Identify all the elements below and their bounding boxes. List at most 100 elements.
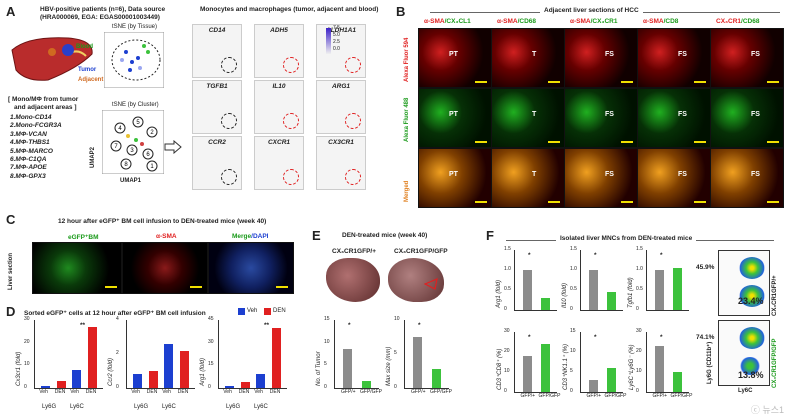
chart-bar bbox=[588, 380, 598, 392]
panel-e-right-label: CX₃CR1GFP/GFP bbox=[394, 248, 448, 255]
scale-bar bbox=[475, 141, 487, 143]
cluster-list-title-1: [ Mono/MΦ from tumor bbox=[8, 96, 79, 103]
arrow-icon bbox=[164, 140, 182, 154]
chart-xtick: GFP/+ bbox=[520, 393, 536, 399]
panel-c-title: 12 hour after eGFP⁺ BM cell infusion to … bbox=[58, 218, 267, 225]
significance-marker: * bbox=[348, 322, 351, 329]
chart-ytick: 0 bbox=[636, 306, 639, 312]
bar-chart: No. of Tumor 0 5 10 15 GFP/+ GFP/GFP bbox=[316, 316, 382, 400]
chart-bar bbox=[148, 371, 158, 388]
tsne-tissue-plot bbox=[104, 32, 164, 88]
chart-xtick: Veh bbox=[162, 389, 171, 395]
chart-bar bbox=[256, 374, 266, 388]
chart-xtick: GFP/GFP bbox=[670, 393, 693, 399]
significance-marker: * bbox=[418, 322, 421, 329]
panel-c-col-sma: α-SMA bbox=[156, 233, 177, 240]
bar-chart: Arg1 (fold) 0 15 30 45 Veh DEN Veh DEN bbox=[200, 316, 288, 400]
chart-bar bbox=[271, 327, 281, 388]
flow-cluster bbox=[739, 257, 765, 279]
scale-bar bbox=[621, 201, 633, 203]
chart-ytick: 4 bbox=[116, 316, 119, 322]
scale-bar bbox=[105, 286, 117, 288]
flow-plot-gfp-het bbox=[718, 250, 770, 316]
cluster-item: 2.Mono-FCGR3A bbox=[10, 122, 62, 130]
chart-ylabel: CD3⁺NK1.1⁺ (%) bbox=[563, 343, 569, 390]
chart-ylabel: Arg1 (fold) bbox=[200, 357, 206, 386]
marker-b: /CD68 bbox=[517, 18, 537, 25]
scale-bar bbox=[548, 201, 560, 203]
chart-xtick: Veh bbox=[39, 389, 48, 395]
region-tag: T bbox=[532, 51, 537, 58]
chart-ytick: 1.0 bbox=[570, 266, 577, 272]
region-tag: FS bbox=[605, 111, 614, 118]
scale-tick: 2.5 bbox=[333, 39, 340, 45]
chart-bar bbox=[72, 369, 82, 388]
chart-xgroup: Ly6C bbox=[70, 404, 84, 410]
chart-ytick: 30 bbox=[208, 338, 214, 345]
chart-xtick: DEN bbox=[85, 389, 97, 395]
flow-cluster bbox=[739, 357, 761, 375]
highlight-circle bbox=[283, 113, 299, 129]
chart-ytick: 10 bbox=[504, 368, 510, 374]
region-tag: FS bbox=[751, 111, 760, 118]
significance-marker: ** bbox=[264, 322, 270, 329]
micrograph: PT bbox=[418, 28, 492, 88]
chart-axis bbox=[580, 332, 623, 393]
flow-cluster bbox=[739, 285, 765, 307]
chart-xgroup: Ly6C bbox=[254, 404, 268, 410]
chart-ylabel: Ccr2 (fold) bbox=[108, 357, 114, 386]
cluster-item: 8.MΦ-GPX3 bbox=[10, 172, 46, 180]
chart-bar bbox=[540, 344, 550, 392]
significance-marker: * bbox=[660, 334, 663, 341]
chart-ytick: 5 bbox=[570, 368, 573, 374]
bar-chart: Arg1 (fold) 0 0.5 1.0 1.5 bbox=[496, 246, 558, 322]
chart-ylabel: No. of Tumor bbox=[316, 351, 322, 386]
chart-ytick: 5 bbox=[324, 361, 327, 368]
micrograph-egfp bbox=[32, 242, 122, 294]
chart-ytick: 20 bbox=[24, 338, 30, 345]
micrograph: T bbox=[491, 148, 565, 208]
chart-bar bbox=[41, 385, 51, 388]
chart-ytick: 15 bbox=[570, 328, 576, 334]
marker-b: /CD68 bbox=[741, 18, 760, 25]
cluster-item: 5.MΦ-MARCO bbox=[10, 147, 53, 155]
feature-plot: CX3CR1 bbox=[316, 136, 366, 190]
chart-bar bbox=[540, 298, 550, 310]
panel-b-row-label: Merged bbox=[404, 180, 410, 202]
panel-a-title-1: HBV-positive patients (n=6), Data source bbox=[40, 6, 166, 13]
chart-xtick: DEN bbox=[238, 389, 250, 395]
chart-ytick: 5 bbox=[394, 350, 397, 356]
micrograph: T bbox=[491, 28, 565, 88]
scale-bar bbox=[548, 81, 560, 83]
feature-plot-gene-label: ADH5 bbox=[270, 27, 288, 34]
panel-f-title: Isolated liver MNCs from DEN-treated mic… bbox=[556, 235, 697, 242]
panel-b-column-header: α-SMA/CD68 bbox=[497, 18, 536, 25]
panel-c-col-egfp: eGFP⁺BM bbox=[68, 234, 99, 241]
chart-ytick: 2 bbox=[116, 350, 119, 356]
significance-marker: * bbox=[528, 334, 531, 341]
cluster-item: 3.MΦ-VCAN bbox=[10, 130, 47, 138]
chart-bar bbox=[606, 292, 616, 310]
legend-den-label: DEN bbox=[273, 308, 286, 314]
liver-illustration bbox=[11, 37, 93, 81]
highlight-circle bbox=[283, 169, 299, 185]
chart-axis bbox=[218, 320, 287, 389]
chart-ylabel: Cx3cr1 (fold) bbox=[16, 351, 22, 386]
svg-text:1: 1 bbox=[150, 164, 154, 170]
scale-bar bbox=[694, 141, 706, 143]
chart-xtick: GFP/GFP bbox=[360, 389, 382, 395]
feature-plot: CXCR1 bbox=[254, 136, 304, 190]
panel-b-column-header: α-SMA/CX₃CL1 bbox=[424, 18, 471, 25]
chart-xtick: Veh bbox=[131, 389, 140, 395]
significance-marker: * bbox=[660, 252, 663, 259]
chart-ytick: 0 bbox=[208, 384, 211, 390]
scale-bar bbox=[694, 81, 706, 83]
chart-xtick: GFP/GFP bbox=[538, 393, 561, 399]
chart-xtick: GFP/GFP bbox=[604, 393, 627, 399]
chart-bar bbox=[87, 326, 97, 388]
scale-bar bbox=[190, 286, 202, 288]
significance-marker: ** bbox=[80, 322, 86, 329]
feature-plot: CD14 bbox=[192, 24, 242, 78]
feature-plot-gene-label: CD14 bbox=[208, 27, 226, 34]
region-tag: FS bbox=[751, 171, 760, 178]
